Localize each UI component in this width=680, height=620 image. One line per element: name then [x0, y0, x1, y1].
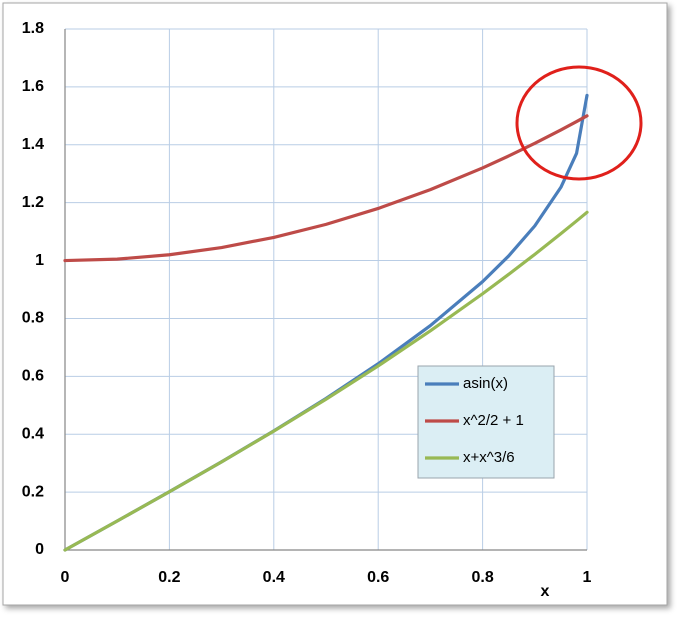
legend-label: x^2/2 + 1	[463, 412, 524, 429]
series-line	[63, 210, 589, 552]
legend: asin(x) x^2/2 + 1 x+x^3/6	[417, 365, 555, 479]
x-tick-label: 1	[583, 569, 592, 586]
grid: 0 0.2 0.4 0.6 0.8 1 1.2 1.4 1.6 1.8 0 0.2 0.4 0.6 0.8 1	[22, 20, 592, 586]
y-tick-label: 1.2	[22, 194, 44, 211]
y-tick-label: 1.6	[22, 78, 44, 95]
x-tick-label: 0.6	[367, 569, 389, 586]
x-tick-label: 0.8	[471, 569, 493, 586]
y-tick-label: 1.8	[22, 20, 44, 37]
y-tick-label: 1	[35, 252, 44, 269]
chart-frame	[2, 2, 668, 606]
legend-label: asin(x)	[463, 375, 508, 392]
y-tick-label: 0.4	[22, 425, 44, 442]
y-tick-label: 0.6	[22, 368, 44, 385]
x-tick-label: 0	[61, 569, 70, 586]
legend-label: x+x^3/6	[463, 449, 515, 466]
highlight-circle	[515, 65, 643, 181]
x-axis-label: x	[541, 583, 550, 600]
y-tick-label: 0.8	[22, 310, 44, 327]
series-line	[63, 114, 589, 263]
y-tick-label: 0	[35, 541, 44, 558]
x-tick-label: 0.2	[158, 569, 180, 586]
y-tick-label: 1.4	[22, 136, 44, 153]
x-tick-label: 0.4	[263, 569, 285, 586]
y-tick-label: 0.2	[22, 483, 44, 500]
plot-lines	[63, 93, 589, 552]
